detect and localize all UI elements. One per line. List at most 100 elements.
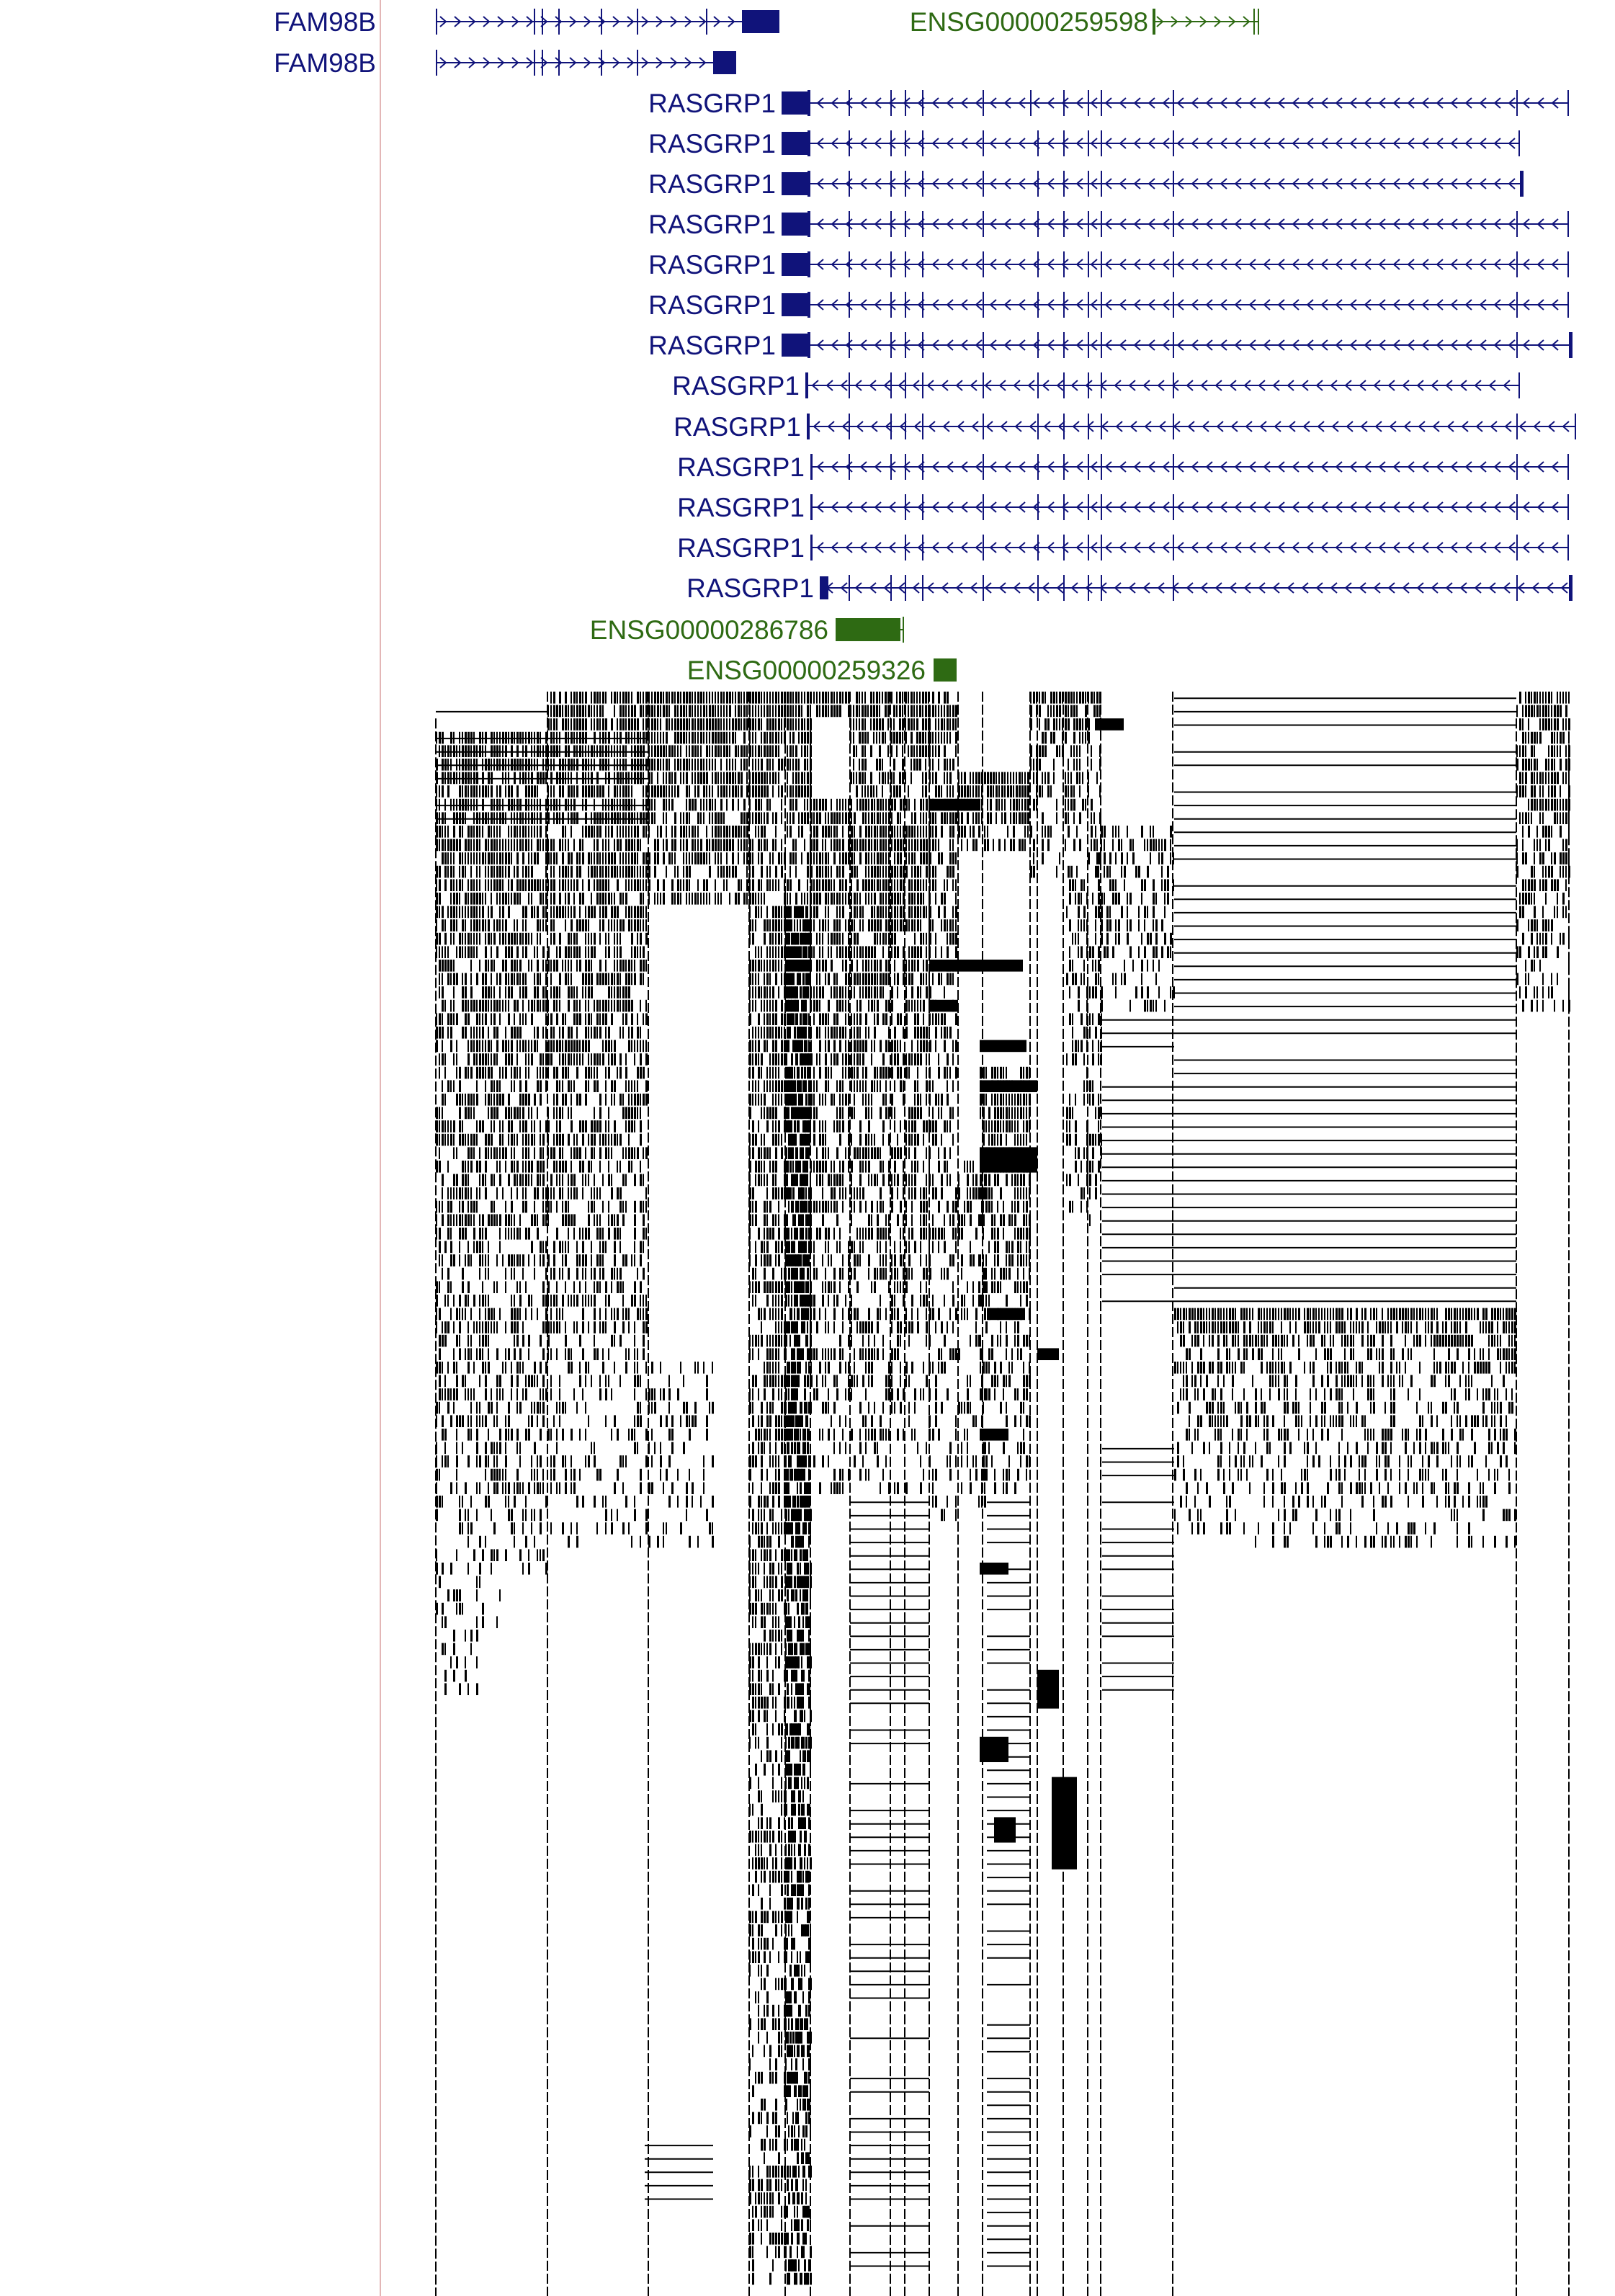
aligned-block [605,865,607,878]
aligned-block [666,839,668,852]
gene-label[interactable]: ENSG00000286786 [590,615,828,645]
aligned-block [787,946,789,958]
aligned-block [746,772,748,785]
gene-model-rasgrp1[interactable]: RASGRP1 [674,412,1576,442]
aligned-block [720,745,722,757]
aligned-block [689,759,690,771]
gene-label[interactable]: RASGRP1 [648,290,776,320]
aligned-block [787,1254,788,1267]
gene-model-ensg00000259598[interactable]: ENSG00000259598 [910,7,1259,37]
exon-block [849,171,850,197]
gene-label[interactable]: ENSG00000259598 [910,7,1148,37]
aligned-block [654,865,656,878]
aligned-block [588,1161,590,1173]
aligned-block [643,1241,644,1254]
aligned-block [789,1616,792,1628]
gene-label[interactable]: RASGRP1 [648,210,776,239]
aligned-block [677,879,679,891]
gene-label[interactable]: RASGRP1 [677,533,805,563]
aligned-block [706,1509,708,1522]
aligned-block [571,1147,572,1159]
gene-label[interactable]: FAM98B [274,48,376,78]
aligned-block [491,1133,493,1146]
gene-label[interactable]: RASGRP1 [648,89,776,118]
aligned-block [534,1535,535,1548]
gene-model-rasgrp1[interactable]: RASGRP1 [648,331,1572,360]
gene-label[interactable]: RASGRP1 [648,250,776,280]
aligned-block [677,705,679,718]
gene-label[interactable]: RASGRP1 [648,331,776,360]
aligned-block [668,1429,671,1441]
aligned-block [496,1401,498,1414]
gene-label[interactable]: RASGRP1 [674,412,801,442]
gene-model-rasgrp1[interactable]: RASGRP1 [686,573,1572,603]
aligned-block [542,1295,545,1307]
aligned-block [491,973,492,986]
gene-label[interactable]: RASGRP1 [686,573,814,603]
aligned-block [709,745,710,757]
aligned-block [573,1281,575,1293]
aligned-block [522,1107,524,1120]
aligned-block [525,1228,527,1240]
gene-label[interactable]: RASGRP1 [677,452,805,482]
aligned-block [473,1053,475,1066]
aligned-block [571,692,572,704]
gene-label[interactable]: ENSG00000259326 [687,656,926,685]
gene-model-fam98b[interactable]: FAM98B [274,7,779,37]
aligned-block [789,1254,791,1267]
gene-label[interactable]: RASGRP1 [672,371,800,401]
aligned-block [778,1133,779,1146]
gene-model-rasgrp1[interactable]: RASGRP1 [677,452,1569,482]
gene-model-rasgrp1[interactable]: RASGRP1 [648,89,1569,118]
gene-label[interactable]: FAM98B [274,7,376,37]
gene-model-rasgrp1[interactable]: RASGRP1 [648,250,1569,280]
aligned-block [789,2032,792,2044]
gene-label[interactable]: RASGRP1 [648,129,776,158]
aligned-block [654,798,656,811]
gene-model-fam98b[interactable]: FAM98B [274,48,736,78]
gene-model-rasgrp1[interactable]: RASGRP1 [648,129,1520,158]
aligned-block [663,1388,665,1401]
aligned-block [582,705,584,718]
aligned-block [459,879,461,891]
aligned-block [496,1080,498,1092]
aligned-block [447,1187,449,1200]
aligned-block [505,960,507,972]
aligned-block [496,1549,498,1561]
aligned-block [499,1214,501,1226]
aligned-block [550,1468,552,1481]
aligned-block [594,826,595,838]
gene-model-rasgrp1[interactable]: RASGRP1 [672,371,1520,401]
aligned-block [576,1147,578,1159]
aligned-block [479,1321,480,1334]
gene-model-ensg00000259326[interactable]: ENSG00000259326 [687,656,957,685]
aligned-block [528,852,529,865]
gene-model-rasgrp1[interactable]: RASGRP1 [677,533,1569,563]
aligned-block [456,1174,458,1187]
exon-block [807,414,810,439]
aligned-block [444,839,446,852]
aligned-block [706,1388,708,1401]
gene-label[interactable]: RASGRP1 [677,493,805,522]
gene-model-rasgrp1[interactable]: RASGRP1 [648,290,1569,320]
exon-block [1063,575,1065,601]
gene-model-rasgrp1[interactable]: RASGRP1 [648,169,1524,199]
aligned-block [550,1174,552,1187]
gene-label[interactable]: RASGRP1 [648,169,776,199]
aligned-block [758,1522,759,1535]
aligned-block [534,1468,535,1481]
aligned-block [556,1228,558,1240]
aligned-block [614,1267,615,1280]
gene-model-rasgrp1[interactable]: RASGRP1 [677,493,1569,522]
aligned-block [502,1094,504,1106]
aligned-block [775,2058,777,2071]
aligned-block [545,1187,547,1200]
gene-model-ensg00000286786[interactable]: ENSG00000286786 [590,615,904,645]
gene-model-rasgrp1[interactable]: RASGRP1 [648,210,1569,239]
aligned-block [784,1174,786,1187]
aligned-block [769,1429,771,1441]
aligned-block [743,826,746,838]
aligned-block [519,1013,521,1025]
aligned-block [726,826,728,838]
aligned-block [775,692,777,704]
